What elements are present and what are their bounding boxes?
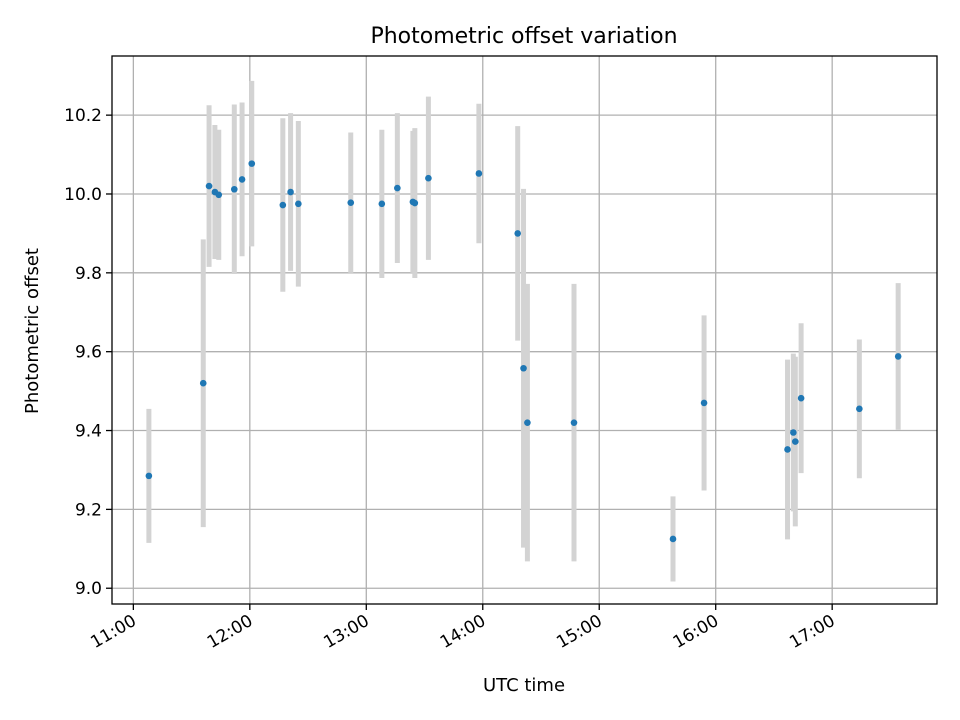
data-point bbox=[205, 182, 213, 190]
y-tick-label: 10.0 bbox=[64, 185, 102, 205]
y-tick-label: 9.2 bbox=[75, 500, 102, 520]
data-point bbox=[790, 429, 797, 436]
y-tick-label: 10.2 bbox=[64, 106, 102, 126]
x-tick-label: 12:00 bbox=[204, 611, 256, 653]
data-point bbox=[700, 399, 708, 407]
axis-ticks bbox=[106, 114, 833, 610]
data-point bbox=[238, 176, 246, 183]
data-point bbox=[295, 200, 302, 208]
data-point bbox=[524, 419, 531, 426]
data-points bbox=[145, 160, 902, 543]
plot-frame bbox=[111, 55, 938, 605]
y-tick-label: 9.0 bbox=[75, 579, 102, 599]
data-point bbox=[230, 185, 238, 193]
data-point bbox=[856, 405, 863, 413]
y-tick-labels: 9.0 9.2 9.4 9.6 9.8 10.0 10.2 bbox=[64, 106, 102, 599]
x-tick-label: 13:00 bbox=[320, 611, 372, 653]
data-point bbox=[215, 191, 223, 199]
data-point bbox=[248, 160, 256, 167]
data-point bbox=[411, 199, 419, 207]
y-tick-label: 9.8 bbox=[75, 264, 102, 284]
data-point bbox=[287, 188, 294, 196]
data-point bbox=[145, 472, 153, 480]
data-point bbox=[520, 364, 527, 372]
y-tick-label: 9.6 bbox=[75, 343, 102, 363]
data-point bbox=[394, 184, 401, 192]
data-point bbox=[199, 379, 207, 387]
chart-title: Photometric offset variation bbox=[370, 24, 677, 49]
x-tick-label: 11:00 bbox=[87, 611, 139, 653]
x-tick-labels: 11:00 12:00 13:00 14:00 15:00 16:00 17:00 bbox=[87, 611, 838, 653]
data-point bbox=[425, 174, 432, 182]
data-point bbox=[797, 394, 805, 402]
data-point bbox=[347, 199, 355, 206]
data-point bbox=[784, 446, 791, 453]
x-tick-label: 17:00 bbox=[786, 611, 838, 653]
error-bars bbox=[146, 80, 901, 582]
data-point bbox=[279, 201, 287, 209]
y-axis-label: Photometric offset bbox=[22, 248, 43, 414]
data-point bbox=[475, 170, 483, 177]
x-tick-label: 15:00 bbox=[553, 611, 605, 653]
data-point bbox=[570, 419, 578, 426]
data-point bbox=[791, 438, 799, 445]
data-point bbox=[669, 535, 677, 543]
x-axis-label: UTC time bbox=[483, 675, 565, 696]
data-point bbox=[378, 200, 386, 208]
data-point bbox=[894, 353, 902, 360]
x-tick-label: 14:00 bbox=[437, 611, 489, 653]
data-point bbox=[514, 230, 522, 237]
x-tick-label: 16:00 bbox=[670, 611, 722, 653]
y-tick-label: 9.4 bbox=[75, 422, 102, 442]
